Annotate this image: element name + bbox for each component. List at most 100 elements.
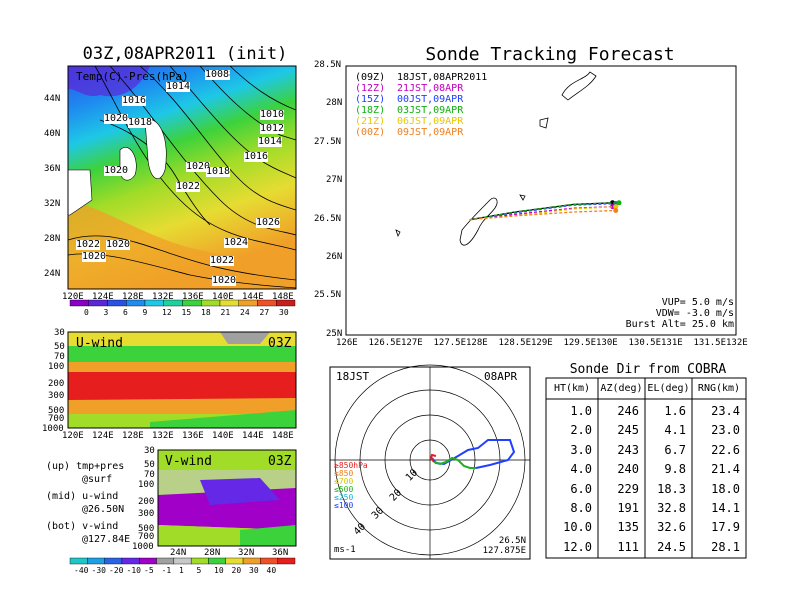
panel-legend-line: (bot) v-wind	[46, 521, 119, 532]
vwind-level: 300	[138, 509, 155, 519]
vwind-level: 30	[144, 446, 155, 456]
lat-ticks-left: 44N 40N 36N 32N 28N 24N	[44, 66, 68, 289]
uwind-level: 500	[48, 406, 65, 416]
uwind-lon-tick: 136E	[182, 431, 204, 441]
table-cell: 243	[617, 442, 639, 457]
track-line	[469, 202, 620, 221]
hodograph	[329, 364, 531, 560]
hodo-units: ms-1	[334, 545, 356, 555]
table-cell: 18.3	[657, 481, 686, 496]
table-cell: 12.0	[563, 539, 592, 554]
islands	[395, 71, 597, 246]
track-end-point	[613, 204, 619, 210]
wind-colorbar-swatch	[139, 557, 157, 565]
uwind-lon-tick: 140E	[212, 431, 234, 441]
table-cell: 24.5	[657, 539, 686, 554]
track-lon-tick: 127E	[401, 338, 423, 348]
wind-colorbar-label: -20	[109, 566, 124, 575]
isobar-label: 1020	[82, 251, 107, 262]
table-cell: 245	[617, 423, 639, 438]
temp-colorbar-label: 0	[84, 308, 89, 317]
temp-colorbar-label: 21	[220, 308, 231, 317]
wind-colorbar-swatch	[121, 557, 140, 565]
uwind-lon-tick: 144E	[242, 431, 264, 441]
lon-tick: 148E	[272, 292, 294, 302]
track-line	[469, 202, 616, 221]
isobar-label: 1022	[76, 239, 101, 250]
uwind-title: U-wind	[76, 336, 123, 351]
track-legend-time: 18JST,08APR2011	[397, 72, 488, 83]
vup-text: VUP= 5.0 m/s	[661, 297, 734, 308]
panel-legend-line: @surf	[82, 474, 113, 485]
warm-region	[68, 200, 296, 289]
table-cell: 3.0	[570, 442, 592, 457]
uwind-lon-tick: 132E	[152, 431, 174, 441]
temp-colorbar-label: 18	[201, 308, 211, 317]
track-lat-tick: 28N	[326, 98, 343, 109]
panel-legend-line: (mid) u-wind	[46, 491, 119, 502]
temp-colorbar	[69, 299, 296, 307]
table-cell: 32.8	[657, 501, 686, 515]
table-cell: 1.0	[570, 404, 592, 418]
vwind-title: V-wind	[165, 454, 212, 469]
uwind-lon-tick: 148E	[272, 431, 294, 441]
track-lat-tick: 26.5N	[314, 213, 342, 224]
uwind-level: 50	[54, 342, 65, 352]
hodo-date: 08APR	[484, 370, 518, 383]
lon-ticks-left: 120E 124E 128E 132E 136E 140E 144E 148E	[62, 292, 302, 304]
uwind-level: 70	[54, 352, 65, 362]
panel-legend-line: (up) tmp+pres	[46, 461, 125, 472]
isobar-label: 1020	[186, 161, 211, 172]
temp-colorbar-swatch	[276, 299, 296, 307]
wind-colorbar	[69, 557, 296, 565]
wind-colorbar-swatch	[104, 557, 123, 565]
table-cell: 32.6	[657, 520, 686, 535]
table-cell: 4.0	[570, 462, 592, 477]
isobar-label: 1010	[260, 109, 285, 120]
lat-tick: 28N	[44, 234, 61, 244]
sonde-tracks	[469, 200, 622, 221]
track-legend-code: (00Z)	[355, 127, 386, 138]
vwind-lat-tick: 32N	[238, 548, 255, 558]
uwind-level: 30	[54, 328, 65, 338]
temp-colorbar-label: 6	[123, 308, 128, 317]
hodograph-low-trace	[433, 456, 476, 469]
vwind-level: 700	[138, 532, 155, 542]
table-cell: 21.4	[711, 462, 740, 477]
lon-tick: 136E	[182, 292, 204, 302]
lat-tick: 32N	[44, 199, 61, 209]
track-legend-code: (21Z)	[355, 116, 386, 127]
wind-colorbar-swatch	[277, 557, 296, 565]
table-cell: 28.1	[711, 539, 740, 554]
table-cell: 22.6	[711, 442, 740, 457]
vwind-lat-ticks: 24N 28N 32N 36N	[158, 548, 296, 560]
hodo-level: ≤500	[334, 485, 354, 494]
table-header: EL(deg)	[647, 383, 690, 394]
track-legend-code: (12Z)	[355, 83, 386, 94]
track-line	[469, 209, 616, 221]
isobar-label: 1014	[166, 81, 191, 92]
track-lon-tick: 127.5E	[433, 338, 467, 348]
track-lon-tick: 128E	[466, 338, 488, 348]
isobar-label: 1026	[256, 217, 281, 228]
track-lat-tick: 26N	[326, 252, 343, 262]
wind-colorbar-swatch	[87, 557, 105, 565]
table-cell: 240	[617, 462, 639, 477]
uwind-lon-ticks: 120E 124E 128E 132E 136E 140E 144E 148E	[62, 431, 302, 443]
track-lon-tick: 131.5E	[693, 338, 727, 348]
wind-colorbar-label: -1	[161, 566, 172, 575]
isobar-label: 1008	[205, 69, 230, 80]
table-header: HT(km)	[553, 383, 591, 394]
table-cell: 23.4	[711, 404, 740, 418]
track-lon-tick: 131E	[661, 338, 683, 348]
vwind-level: 1000	[132, 542, 154, 552]
hodograph-surface-trace	[429, 453, 437, 463]
track-end-point	[616, 200, 622, 206]
hodo-lat: 26.5N	[498, 536, 526, 546]
isobar-label: 1020	[104, 165, 129, 176]
panel-legend-line: @26.50N	[82, 504, 125, 515]
track-legend-code: (15Z)	[355, 94, 386, 105]
uwind-level: 200	[48, 379, 65, 389]
sonde-table: HT(km) AZ(deg) EL(deg) RNG(km) 1.0 246 1.6 23.4…	[546, 378, 746, 558]
